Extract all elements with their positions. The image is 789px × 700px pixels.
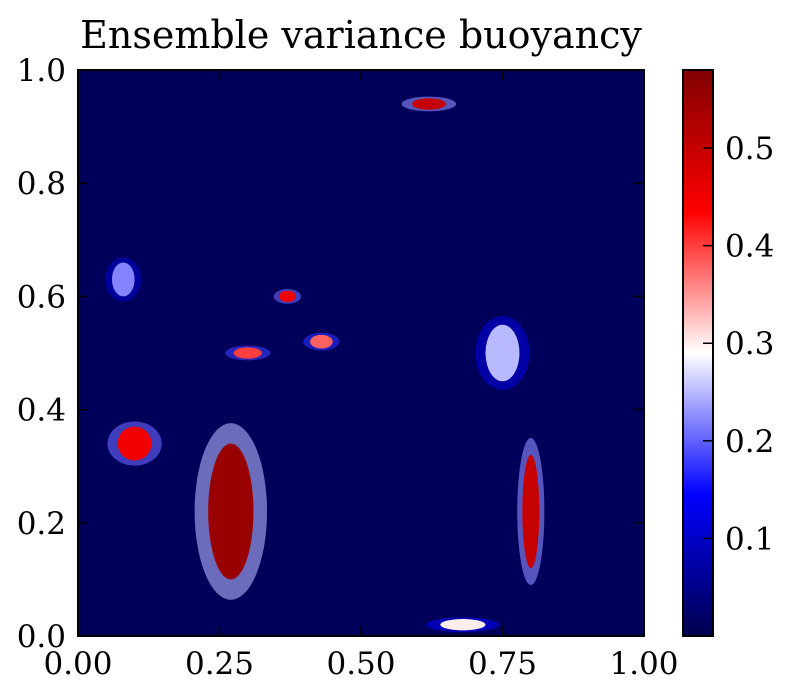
heatmap-feature — [208, 443, 254, 580]
y-tick-label: 0.2 — [17, 506, 66, 542]
heatmap-feature — [440, 619, 486, 631]
colorbar — [682, 69, 714, 637]
heatmap-area — [78, 70, 644, 636]
chart-title: Ensemble variance buoyancy — [80, 13, 642, 57]
heatmap-layer — [105, 96, 545, 633]
heatmap-feature — [233, 347, 262, 359]
y-tick-label: 0.8 — [17, 166, 66, 202]
colorbar-axis: 0.1 0.2 0.3 0.4 0.5 — [703, 131, 774, 557]
x-tick-label: 0.25 — [185, 646, 254, 682]
y-tick-label: 0.6 — [17, 279, 66, 315]
colorbar-tick-label: 0.2 — [725, 424, 774, 460]
x-tick-label: 0.00 — [43, 646, 112, 682]
heatmap-feature — [111, 262, 135, 297]
colorbar-tick-label: 0.5 — [725, 131, 774, 167]
colorbar-tick-label: 0.4 — [725, 229, 774, 265]
colorbar-tick-label: 0.3 — [725, 326, 774, 362]
heatmap-feature — [310, 334, 333, 349]
x-axis: 0.00 0.25 0.50 0.75 1.00 — [43, 70, 679, 682]
heatmap-feature — [278, 290, 296, 303]
x-tick-label: 0.75 — [468, 646, 537, 682]
y-axis: 0.0 0.2 0.4 0.6 0.8 1.0 — [17, 53, 644, 655]
x-tick-label: 1.00 — [609, 646, 678, 682]
y-tick-label: 0.0 — [17, 619, 66, 655]
heatmap-feature — [485, 324, 520, 382]
heatmap-feature — [411, 98, 446, 110]
heatmap-feature — [117, 426, 152, 461]
heatmap-background — [78, 70, 644, 636]
y-tick-label: 1.0 — [17, 53, 66, 89]
y-tick-label: 0.4 — [17, 393, 66, 429]
x-tick-label: 0.50 — [326, 646, 395, 682]
colorbar-tick-label: 0.1 — [725, 521, 774, 557]
heatmap-feature — [522, 454, 540, 569]
